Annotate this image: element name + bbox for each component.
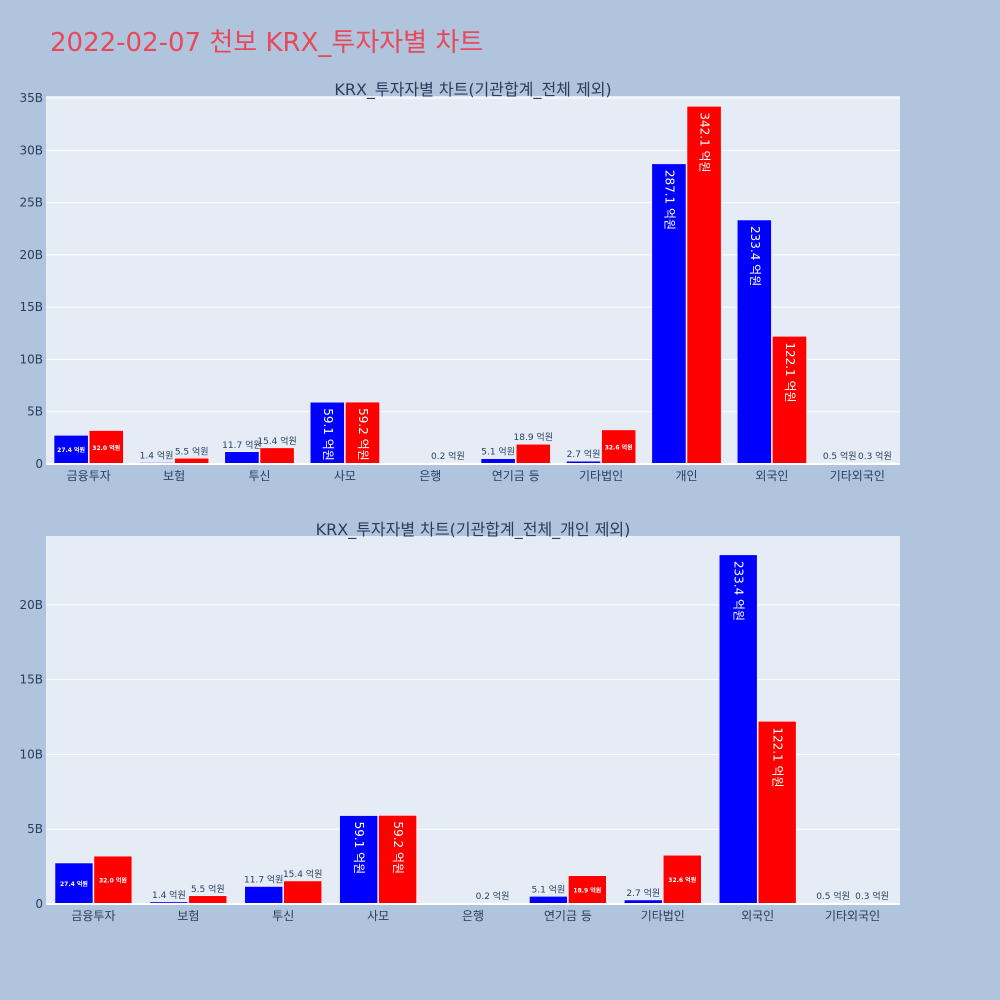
data-label: 32.6 억원 [605,443,633,451]
y-tick-label: 35B [19,91,43,105]
data-label: 11.7 억원 [222,439,261,451]
data-label: 0.5 억원 [823,450,857,462]
chart-top: 0 5B 10B 15B 20B 25B 30B 35B KRX_투자자별 차트(기관합계_전체… [19,80,900,483]
x-tick-label: 기타법인 [579,469,623,483]
plot-area [46,536,900,904]
y-tick-label: 15B [19,673,43,687]
bar-buy [529,896,568,905]
bar-sell [188,895,228,905]
y-tick-label: 25B [19,196,43,210]
bar-buy [339,815,378,905]
data-label: 27.4 억원 [57,446,85,454]
data-label: 5.1 억원 [481,446,515,458]
data-label: 59.1 억원 [321,408,335,461]
bar-sell [283,880,322,905]
data-label: 15.4 억원 [257,435,296,447]
data-label: 1.4 억원 [152,889,186,901]
data-label: 2.7 억원 [567,448,601,460]
data-label: 18.9 억원 [514,431,553,443]
data-label: 2.7 억원 [626,887,660,899]
data-label: 27.4 억원 [60,880,88,888]
bar-buy [244,886,283,905]
data-label: 0.3 억원 [858,450,892,462]
data-label: 32.0 억원 [99,877,127,885]
bar-buy [736,219,772,465]
bar-buy [54,862,94,905]
data-label: 287.1 억원 [662,170,676,230]
data-label: 59.1 억원 [352,822,366,875]
x-tick-label: 투신 [248,469,270,483]
y-tick-label: 15B [19,300,43,314]
x-tick-label: 연기금 등 [492,469,540,483]
data-label: 15.4 억원 [283,868,322,880]
x-tick-label: 기타외국인 [830,469,885,483]
chart-title: KRX_투자자별 차트(기관합계_전체 제외) [334,80,611,100]
y-tick-label: 5B [27,822,43,836]
data-label: 11.7 억원 [244,873,283,885]
data-label: 0.5 억원 [816,890,850,902]
data-label: 59.2 억원 [356,408,370,461]
data-label: 5.5 억원 [191,883,225,895]
x-tick-label: 기타외국인 [825,909,880,923]
bar-buy [718,554,758,905]
data-label: 0.2 억원 [476,890,510,902]
x-tick-label: 금융투자 [67,469,111,483]
bar-sell [345,401,380,465]
y-tick-label: 0 [35,897,43,911]
data-label: 122.1 억원 [771,727,785,787]
bar-sell [757,721,797,905]
y-tick-label: 10B [19,352,43,366]
data-label: 59.2 억원 [391,821,405,874]
data-label: 5.5 억원 [175,445,209,457]
data-label: 32.0 억원 [92,444,120,452]
data-label: 342.1 억원 [698,112,712,172]
data-label: 5.1 억원 [532,883,566,895]
x-tick-label: 외국인 [741,909,774,923]
bar-buy [651,163,687,465]
y-tick-label: 20B [19,248,43,262]
x-tick-label: 연기금 등 [544,909,592,923]
chart-title: KRX_투자자별 차트(기관합계_전체_개인 제외) [316,520,631,540]
y-tick-label: 20B [19,598,43,612]
data-label: 32.6 억원 [668,876,696,884]
bar-sell [88,430,124,465]
data-label: 1.4 억원 [140,450,174,462]
bar-buy [309,401,345,465]
x-tick-label: 은행 [462,908,484,923]
x-tick-label: 은행 [419,468,441,483]
x-tick-label: 기타법인 [641,909,685,923]
data-label: 0.3 억원 [855,890,889,902]
x-tick-label: 개인 [675,469,697,483]
data-label: 18.9 억원 [573,886,601,894]
x-tick-label: 사모 [334,469,356,483]
data-label: 233.4 억원 [748,226,762,286]
y-tick-label: 5B [27,405,43,419]
data-label: 122.1 억원 [783,342,797,402]
bar-sell [663,854,702,905]
x-tick-label: 보험 [163,469,185,483]
x-tick-label: 투신 [272,909,294,923]
data-label: 233.4 억원 [732,561,746,621]
x-tick-label: 사모 [367,909,389,923]
bar-sell [93,855,133,905]
bar-sell [601,429,637,465]
y-tick-label: 0 [35,457,43,471]
page-title: 2022-02-07 천보 KRX_투자자별 차트 [50,28,484,58]
x-tick-label: 외국인 [755,469,788,483]
bar-sell [568,875,607,905]
y-tick-label: 30B [19,143,43,157]
x-tick-label: 금융투자 [71,909,115,923]
bar-sell [378,815,417,905]
data-label: 0.2 억원 [431,450,465,462]
y-tick-label: 10B [19,747,43,761]
x-tick-label: 보험 [177,909,199,923]
